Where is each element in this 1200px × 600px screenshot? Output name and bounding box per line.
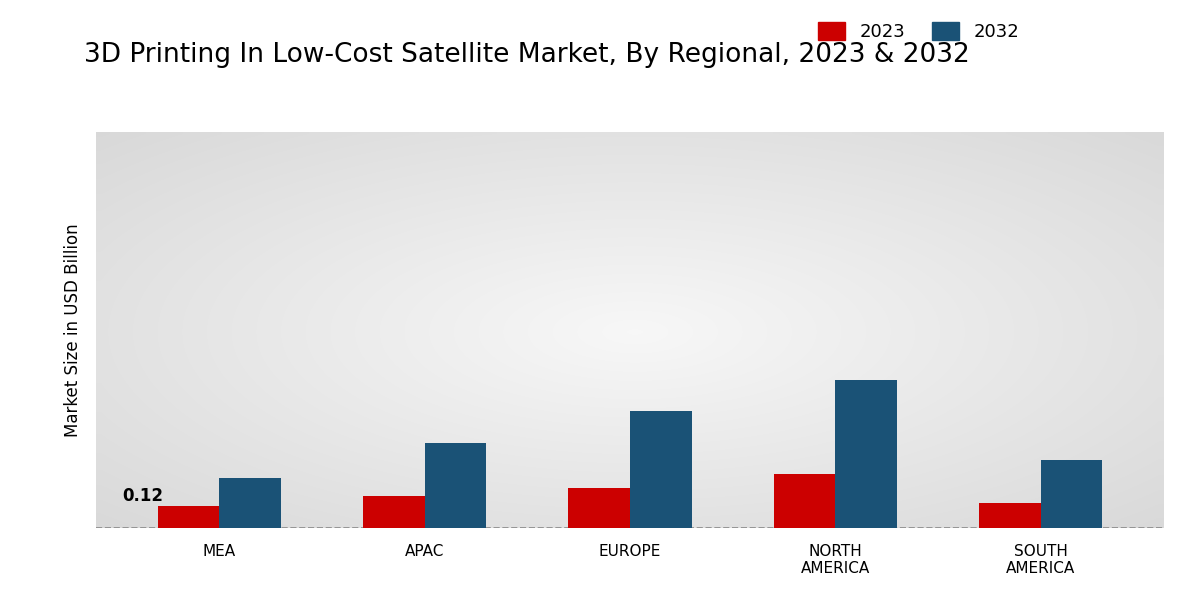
Bar — [835, 380, 898, 528]
Bar — [569, 488, 630, 528]
Text: 0.12: 0.12 — [122, 487, 163, 505]
Bar — [774, 474, 835, 528]
Bar — [220, 478, 281, 528]
Bar — [157, 506, 220, 528]
Bar — [364, 496, 425, 528]
Text: 3D Printing In Low-Cost Satellite Market, By Regional, 2023 & 2032: 3D Printing In Low-Cost Satellite Market… — [84, 42, 970, 68]
Legend: 2023, 2032: 2023, 2032 — [811, 14, 1027, 48]
Y-axis label: Market Size in USD Billion: Market Size in USD Billion — [64, 223, 82, 437]
Bar — [425, 443, 486, 528]
Bar — [979, 503, 1040, 528]
Bar — [1040, 460, 1103, 528]
Bar — [630, 411, 691, 528]
